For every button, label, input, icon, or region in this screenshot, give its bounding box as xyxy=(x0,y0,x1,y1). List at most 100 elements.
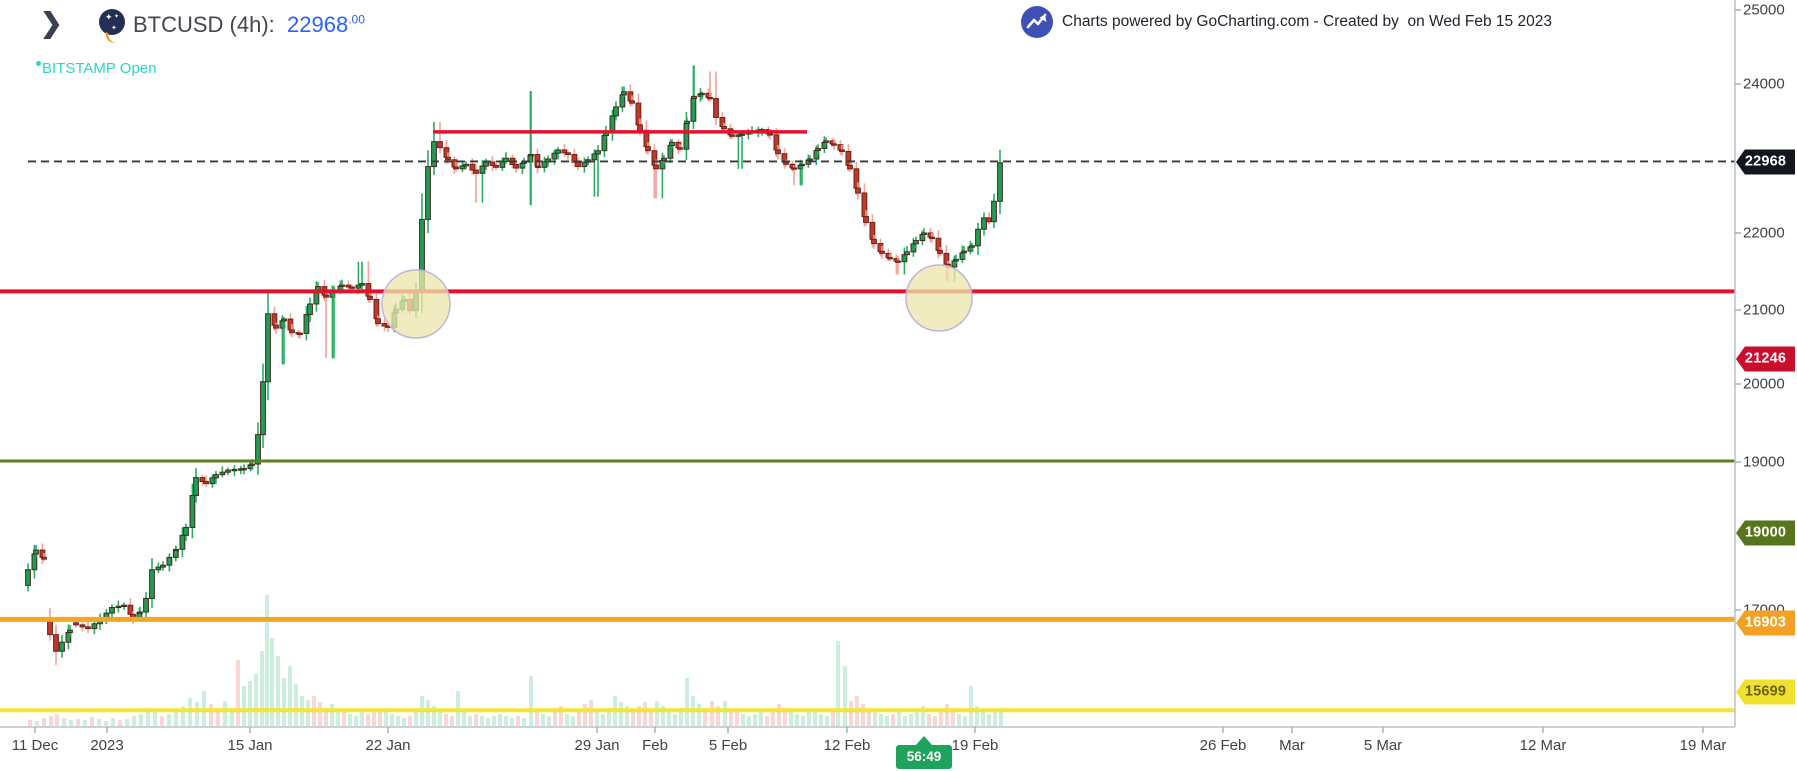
volume-bar xyxy=(529,676,533,726)
volume-bar xyxy=(685,678,689,726)
volume-bar xyxy=(294,684,298,726)
candle-up xyxy=(613,106,619,117)
candle-up xyxy=(961,250,967,254)
volume-bar xyxy=(104,721,108,726)
bar-countdown-badge: 56:49 xyxy=(896,736,952,769)
y-axis-label: 20000 xyxy=(1743,375,1785,393)
y-axis-label: 24000 xyxy=(1743,75,1785,93)
last-price-value: 22968.00 xyxy=(287,12,365,37)
volume-bar xyxy=(765,716,769,726)
volume-bar xyxy=(438,710,442,726)
candle-up xyxy=(901,254,908,263)
candle-up xyxy=(499,161,506,168)
volume-bar xyxy=(432,706,436,726)
volume-bar xyxy=(679,708,683,726)
candle-up xyxy=(975,228,981,247)
volume-bar xyxy=(861,704,865,726)
volume-bar xyxy=(577,712,581,726)
x-axis-label: Mar xyxy=(1279,737,1305,754)
candle-down xyxy=(367,295,373,300)
volume-bar xyxy=(62,718,66,726)
candle-up xyxy=(921,232,927,236)
volume-bar xyxy=(42,718,46,726)
candle-down xyxy=(323,294,329,298)
highlight-circle[interactable] xyxy=(905,264,973,332)
volume-bar xyxy=(167,714,171,726)
volume-bar xyxy=(963,716,967,726)
symbol-title[interactable]: BTCUSD (4h): 22968.00 xyxy=(133,12,365,38)
candle-up xyxy=(823,140,829,143)
volume-bar xyxy=(498,714,502,726)
candle-down xyxy=(493,164,499,168)
volume-bar xyxy=(306,700,310,726)
volume-bar xyxy=(324,708,328,726)
candle-down xyxy=(986,217,992,223)
volume-bar xyxy=(276,656,280,726)
volume-bar xyxy=(384,708,388,726)
candle-up xyxy=(209,477,216,485)
volume-bar xyxy=(336,710,340,726)
volume-bar xyxy=(553,708,557,726)
volume-bar xyxy=(583,704,587,726)
candle-down xyxy=(41,556,47,560)
candle-down xyxy=(345,284,352,288)
candle-down xyxy=(775,149,781,155)
candle-up xyxy=(25,569,31,586)
candle-down xyxy=(645,146,651,152)
candle-up xyxy=(595,150,601,155)
candle-up xyxy=(173,548,179,552)
candle-down xyxy=(839,149,845,152)
candle-up xyxy=(541,161,548,168)
candle-down xyxy=(349,286,355,289)
y-axis-label: 25000 xyxy=(1743,1,1785,19)
candle-up xyxy=(225,469,231,473)
candle-down xyxy=(887,257,893,260)
volume-bar xyxy=(372,710,376,726)
volume-bar xyxy=(248,681,252,726)
volume-bar xyxy=(378,712,382,726)
candle-up xyxy=(213,474,219,479)
svg-text:✦: ✦ xyxy=(111,24,117,32)
highlight-circle[interactable] xyxy=(381,269,451,339)
volume-bar xyxy=(125,719,129,726)
collapse-panel-chevron-icon[interactable]: ❯ xyxy=(40,8,63,38)
volume-bar xyxy=(836,641,840,726)
candle-up xyxy=(609,115,616,133)
volume-bar xyxy=(801,716,805,726)
volume-bar xyxy=(595,710,599,726)
volume-bar xyxy=(891,714,895,726)
candle-up xyxy=(249,463,255,466)
candle-up xyxy=(307,303,313,316)
volume-bar xyxy=(915,711,919,726)
x-axis-label: 15 Jan xyxy=(227,737,273,754)
volume-bar xyxy=(265,595,269,726)
candle-down xyxy=(831,143,837,146)
volume-bar xyxy=(450,716,454,726)
candle-down xyxy=(469,163,476,171)
x-axis-label: 5 Feb xyxy=(708,737,748,754)
volume-bar xyxy=(885,716,889,726)
volume-bar xyxy=(631,710,635,726)
volume-bar xyxy=(330,704,334,726)
volume-bar xyxy=(132,716,136,726)
volume-bar xyxy=(360,712,364,726)
volume-bar xyxy=(49,716,53,726)
gocharting-logo-icon xyxy=(1021,6,1053,38)
candle-up xyxy=(581,161,588,168)
candle-down xyxy=(489,161,496,166)
volume-bar xyxy=(547,716,551,726)
volume-bar xyxy=(216,708,220,726)
volume-bar xyxy=(76,719,80,726)
svg-text:✦: ✦ xyxy=(114,13,119,20)
volume-bar xyxy=(716,706,720,726)
candle-up xyxy=(149,569,155,599)
volume-bar xyxy=(777,704,781,726)
candle-down xyxy=(565,152,571,155)
volume-bar xyxy=(565,714,569,726)
volume-bar xyxy=(981,710,985,726)
candle-up xyxy=(59,641,65,652)
candle-down xyxy=(783,161,789,165)
x-axis-label: Feb xyxy=(642,737,668,754)
candle-up xyxy=(260,381,266,436)
